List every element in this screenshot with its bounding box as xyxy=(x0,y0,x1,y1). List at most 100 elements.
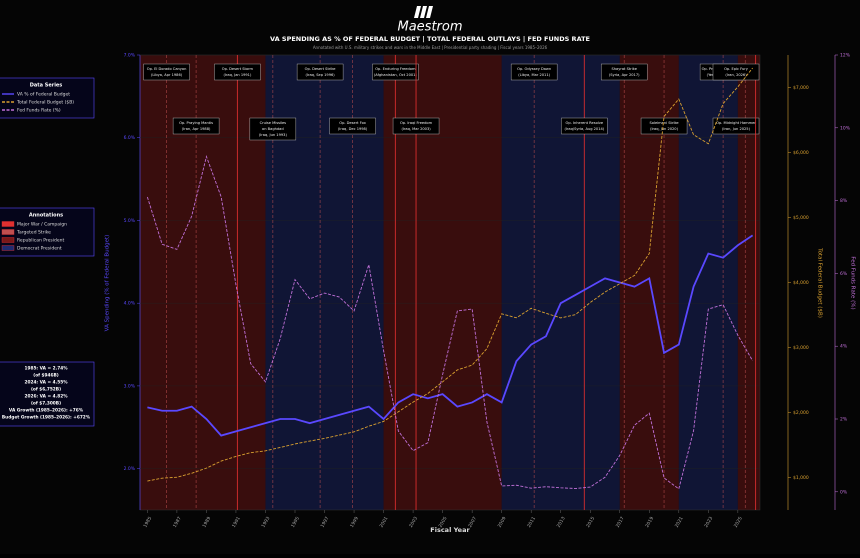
event-label: (Iraq, Mar 2003) xyxy=(401,127,431,131)
series-line xyxy=(147,67,753,482)
legend-swatch xyxy=(1,237,15,243)
x-tick-label: 2013 xyxy=(556,516,567,529)
x-tick-label: 2011 xyxy=(526,516,537,529)
legend-title: Annotations xyxy=(29,213,63,219)
legend-label: VA % of Federal Budget xyxy=(17,92,70,98)
event-label: Op. El Dorado Canyon xyxy=(147,67,187,71)
y-tick-label: 12% xyxy=(840,53,851,59)
event-box xyxy=(329,117,376,135)
event-box xyxy=(712,117,760,135)
event-label: Op. Iraqi Freedom xyxy=(400,121,433,125)
event-label: Op. Desert Strike xyxy=(305,67,337,71)
event-label: Op. Odyssey Dawn xyxy=(517,67,551,71)
event-label: Op. Praying Mantis xyxy=(179,121,213,125)
event-label: Op. Midnight Hammer xyxy=(716,121,756,125)
x-axis-label: Fiscal Year xyxy=(430,526,470,534)
event-label: Op. Desert Fox xyxy=(339,121,367,125)
y-tick-label: $2,000 xyxy=(793,410,809,416)
stats-line: (of $7,300B) xyxy=(31,401,61,407)
chart-subtitle: Annotated with U.S. military strikes and… xyxy=(313,45,548,50)
legend-label: Fed Funds Rate (%) xyxy=(17,108,61,114)
y-tick-label: $7,000 xyxy=(793,85,809,91)
legend-swatch xyxy=(1,229,15,235)
stats-line: 1985: VA = 2.74% xyxy=(24,366,68,372)
series-line xyxy=(146,155,754,490)
y-tick-label: 10% xyxy=(840,125,851,131)
x-tick-label: 2003 xyxy=(408,516,419,529)
legend-box xyxy=(0,77,95,119)
legend-label: Democrat President xyxy=(17,246,62,252)
event-label: (Syria, Apr 2017) xyxy=(609,73,640,77)
event-box xyxy=(249,117,297,141)
event-box xyxy=(712,63,760,81)
legend-swatch xyxy=(1,245,15,251)
brand: Maestrom xyxy=(397,20,462,35)
y-tick-label: $5,000 xyxy=(793,215,809,221)
y-tick-label: 2% xyxy=(840,417,848,423)
party-shading xyxy=(737,55,760,510)
legend-label: Total Federal Budget ($B) xyxy=(16,100,74,106)
event-box xyxy=(172,117,220,135)
x-tick-label: 1991 xyxy=(231,516,242,529)
y-tick-label: 4% xyxy=(840,344,848,350)
x-tick-label: 1987 xyxy=(172,516,183,529)
series-line xyxy=(147,234,754,437)
chart-title: VA SPENDING AS % OF FEDERAL BUDGET | TOT… xyxy=(270,35,590,44)
y-tick-label: 6% xyxy=(840,271,848,277)
event-label: on Baghdad xyxy=(262,127,284,131)
event-box xyxy=(296,63,344,81)
y-tick-label: $4,000 xyxy=(793,280,809,286)
event-box xyxy=(392,117,440,135)
event-box xyxy=(561,117,608,135)
x-tick-label: 1993 xyxy=(260,516,271,529)
annotation-legend: Annotations Major War / Campaign Targeted … xyxy=(0,207,95,257)
event-label: Op. Desert Storm xyxy=(222,67,254,71)
stats-line: (of $6,752B) xyxy=(31,387,61,393)
stats-line: Budget Growth (1985–2026): +672% xyxy=(2,415,91,421)
event-label: (Iraq, Jan 1991) xyxy=(223,73,252,77)
y-tick-label: 2.0% xyxy=(124,466,136,472)
event-label: (Iraq, Dec 1998) xyxy=(338,127,368,131)
y-tick-label: $6,000 xyxy=(793,150,809,156)
y-tick-label: 3.0% xyxy=(124,383,136,389)
event-label: (Iraq/Syria, Aug 2014) xyxy=(564,127,604,131)
legend: Data Series VA % of Federal Budget Total F… xyxy=(0,77,95,119)
legend-label: Targeted Strike xyxy=(16,230,51,236)
legend-swatch xyxy=(1,221,15,227)
event-label: (Iran, Apr 1988) xyxy=(182,127,211,131)
logo xyxy=(414,6,433,18)
legend-box xyxy=(0,207,95,257)
event-label: (Iran, Jun 2025) xyxy=(722,127,751,131)
x-tick-label: 2009 xyxy=(497,516,508,529)
y-tick-label: 6.0% xyxy=(124,135,136,141)
event-label: (Libya, Apr 1986) xyxy=(151,73,183,77)
y-tick-label: 5.0% xyxy=(124,218,136,224)
event-label: (Iraq, Sep 1996) xyxy=(306,73,336,77)
event-label: (Iran, 2026) xyxy=(725,73,747,77)
x-tick-label: 1989 xyxy=(201,516,212,529)
event-box xyxy=(214,63,261,81)
stats-line: 2026: VA = 4.82% xyxy=(24,394,68,400)
stats-box: 1985: VA = 2.74%(of $946B)2024: VA = 4.5… xyxy=(0,361,95,427)
x-tick-label: 2021 xyxy=(674,516,685,529)
event-label: Soleimani Strike xyxy=(649,121,679,125)
x-tick-label: 1999 xyxy=(349,516,360,529)
event-label: (Libya, Mar 2011) xyxy=(518,73,550,77)
stats-line: VA Growth (1985–2026): +76% xyxy=(9,408,84,414)
event-label: Shayrat Strike xyxy=(611,67,637,71)
legend-label: Republican President xyxy=(17,238,64,244)
event-box xyxy=(510,63,558,81)
y2-axis-label: Total Federal Budget ($B) xyxy=(817,247,823,318)
x-tick-label: 2025 xyxy=(733,516,744,529)
y-axis-label: VA Spending (% of Federal Budget) xyxy=(105,235,111,332)
stats-line: (of $946B) xyxy=(33,373,59,379)
legend-title: Data Series xyxy=(30,83,63,89)
x-tick-label: 2007 xyxy=(467,516,478,529)
y-tick-label: $1,000 xyxy=(793,475,809,481)
event-label: (Iraq, Jun 1993) xyxy=(259,133,288,137)
event-box xyxy=(640,117,688,135)
y3-axis-label: Fed Funds Rate (%) xyxy=(850,256,856,309)
x-tick-label: 2017 xyxy=(615,516,626,529)
x-tick-label: 1997 xyxy=(319,516,330,529)
